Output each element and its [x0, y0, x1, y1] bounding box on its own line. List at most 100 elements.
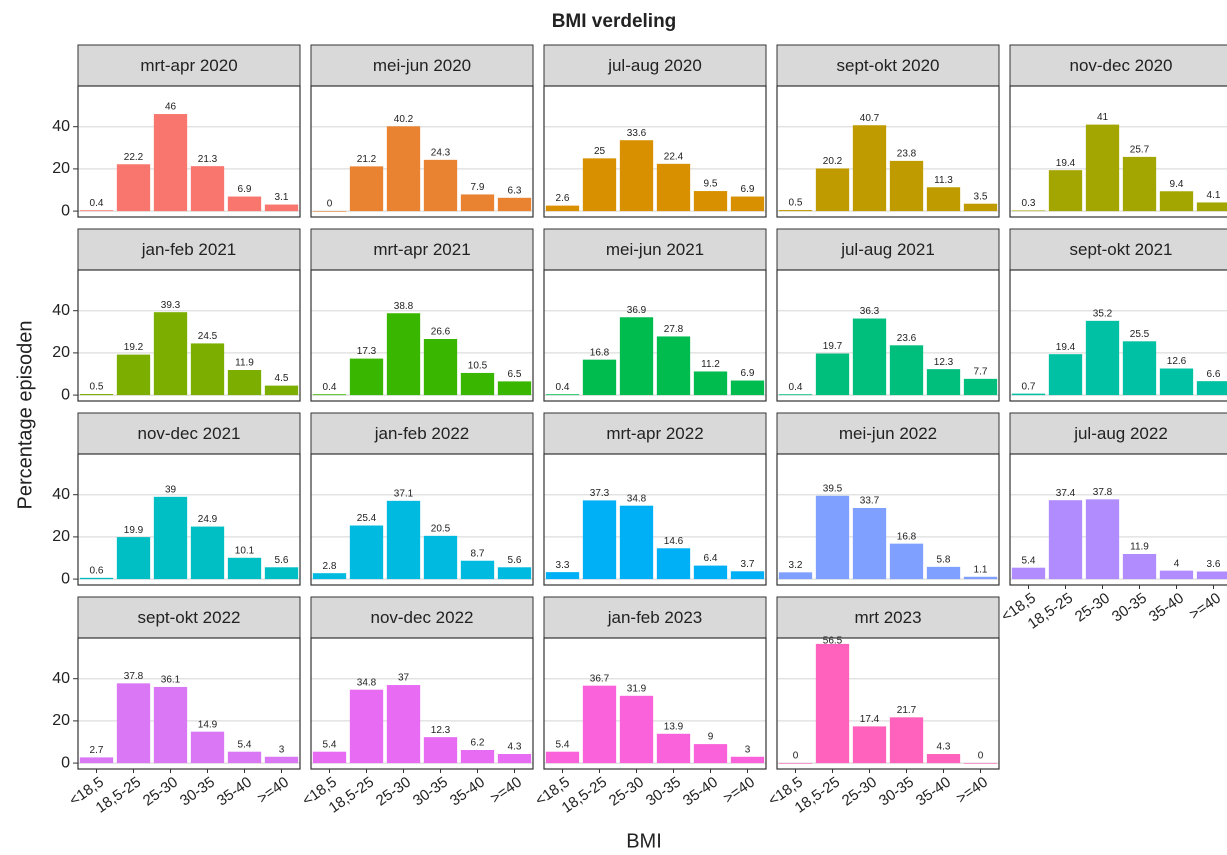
bar — [815, 353, 850, 396]
bar — [963, 203, 998, 212]
bar — [1048, 354, 1083, 396]
data-label: 17.3 — [357, 346, 377, 357]
data-label: 12.3 — [934, 357, 954, 368]
panel — [777, 270, 999, 401]
bar — [79, 210, 114, 212]
data-label: 2.8 — [323, 561, 337, 572]
bar — [116, 164, 151, 212]
bar — [1085, 320, 1120, 396]
strip — [776, 412, 1000, 455]
bar — [1122, 156, 1157, 212]
bar — [497, 754, 532, 764]
bar — [386, 126, 421, 212]
bar — [693, 371, 728, 396]
strip — [776, 596, 1000, 639]
strip-label: sept-okt 2021 — [1069, 240, 1172, 259]
panel — [78, 638, 300, 769]
panel-border — [1009, 269, 1227, 402]
panel — [311, 86, 533, 217]
panel — [78, 454, 300, 585]
strip-label: mrt-apr 2022 — [606, 424, 703, 443]
bar — [460, 750, 495, 764]
chart-title: BMI verdeling — [552, 11, 677, 32]
data-label: 19.4 — [1056, 342, 1076, 353]
bar — [1122, 341, 1157, 396]
data-label: 0.5 — [90, 382, 104, 393]
bar — [619, 695, 654, 764]
data-label: 8.7 — [471, 548, 485, 559]
bar — [153, 114, 188, 212]
strip — [543, 228, 767, 271]
bar — [460, 560, 495, 580]
strip — [776, 228, 1000, 271]
bar — [852, 508, 887, 580]
bar — [815, 168, 850, 212]
bar — [264, 204, 299, 212]
data-label: 25 — [594, 146, 606, 157]
bar — [852, 726, 887, 764]
bar — [778, 210, 813, 212]
data-label: 5.6 — [275, 555, 289, 566]
data-label: 35.2 — [1093, 308, 1113, 319]
y-tick-label: 40 — [52, 670, 70, 687]
y-tick-label: 0 — [61, 386, 70, 403]
bar — [619, 505, 654, 580]
data-label: 1.1 — [974, 564, 988, 575]
data-label: 4.5 — [275, 373, 289, 384]
bar — [460, 194, 495, 212]
bar — [227, 557, 262, 580]
data-label: 21.7 — [897, 705, 917, 716]
panel-border — [1009, 453, 1227, 586]
data-label: 39.3 — [161, 300, 181, 311]
data-label: 0.6 — [90, 565, 104, 576]
y-tick-label: 40 — [52, 118, 70, 135]
bar — [349, 358, 384, 396]
panel — [777, 454, 999, 585]
x-tick-label: >=40 — [487, 774, 525, 808]
panel-border — [77, 637, 301, 770]
x-tick-label: 30-35 — [177, 774, 218, 810]
bar — [497, 381, 532, 396]
data-label: 26.6 — [431, 327, 451, 338]
bar — [227, 196, 262, 212]
x-tick-label: 35-40 — [214, 774, 255, 810]
strip-label: jul-aug 2021 — [840, 240, 935, 259]
strip-label: jan-feb 2021 — [141, 240, 237, 259]
bar — [545, 751, 580, 764]
panel-border — [77, 85, 301, 218]
bar — [386, 313, 421, 396]
bar — [926, 369, 961, 396]
data-label: 24.5 — [198, 331, 218, 342]
bar — [423, 159, 458, 212]
bar — [153, 312, 188, 396]
bar — [1159, 368, 1194, 396]
data-label: 9 — [708, 732, 714, 743]
bar — [852, 125, 887, 212]
bar — [656, 733, 691, 764]
panel — [78, 270, 300, 401]
x-tick-label: 35-40 — [680, 774, 721, 810]
y-tick-label: 20 — [52, 344, 70, 361]
data-label: 12.3 — [431, 725, 451, 736]
panel — [544, 86, 766, 217]
bar — [582, 359, 617, 396]
x-tick-label: >=40 — [953, 774, 991, 808]
data-label: 11.9 — [1130, 542, 1149, 553]
data-label: 11.9 — [235, 358, 254, 369]
x-tick-label: 30-35 — [410, 774, 451, 810]
bar — [190, 166, 225, 212]
data-label: 16.8 — [590, 347, 610, 358]
data-label: 40.2 — [394, 114, 414, 125]
bar — [312, 394, 347, 396]
bar — [815, 643, 850, 764]
strip — [1009, 228, 1227, 271]
panel-border — [776, 453, 1000, 586]
panel-border — [543, 637, 767, 770]
bar — [190, 526, 225, 580]
bar — [349, 525, 384, 580]
panel-border — [77, 269, 301, 402]
bar — [312, 751, 347, 764]
panel — [777, 86, 999, 217]
strip-label: mei-jun 2021 — [606, 240, 704, 259]
bar — [730, 380, 765, 396]
